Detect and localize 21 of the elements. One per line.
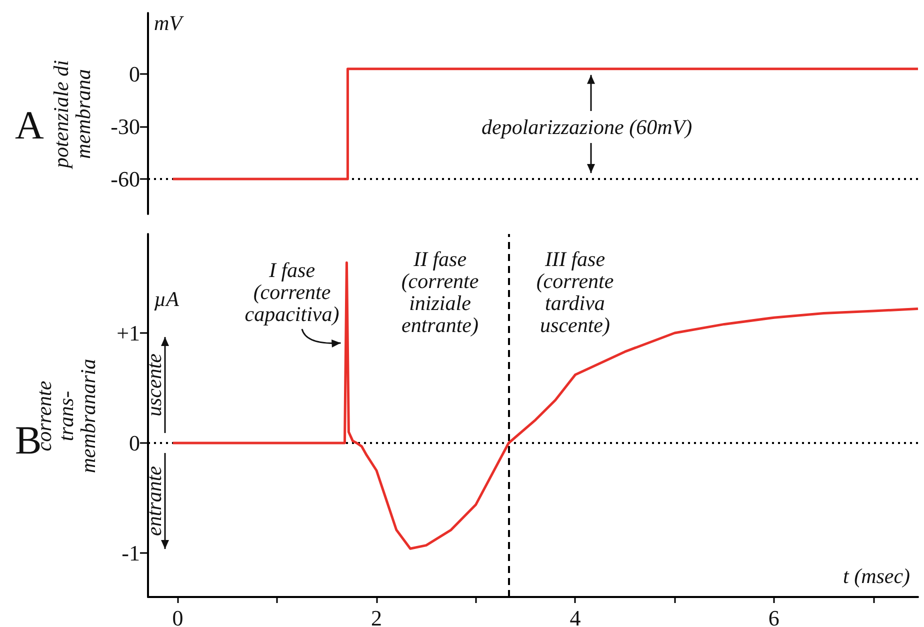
annotation: III fase (corrente tardiva uscente) [535,247,615,337]
y-axis-title: potenziale di membrana [49,58,95,172]
x-tick-label: 4 [570,606,581,627]
x-axis-title: t (msec) [843,564,910,588]
y-tick-label: -1 [122,540,140,566]
annotation: uscente [142,354,166,416]
y-tick-label: -60 [110,166,140,192]
text: A [15,102,44,148]
annotation: µA [154,287,179,311]
annotation: mV [154,11,182,36]
y-tick-label: +1 [116,320,140,346]
x-tick-label: 2 [371,606,382,627]
annotation: II fase (corrente iniziale entrante) [400,247,480,337]
x-tick-label: 6 [768,606,780,627]
y-tick-label: 0 [129,62,140,87]
annotation: I fase (corrente capacitiva) [244,258,340,326]
annotation: depolarizzazione (60mV) [482,115,692,139]
x-tick-label: 0 [172,606,184,627]
y-tick-label: -30 [110,114,140,140]
annotation: entrante [142,466,166,536]
y-tick-label: 0 [129,430,140,456]
